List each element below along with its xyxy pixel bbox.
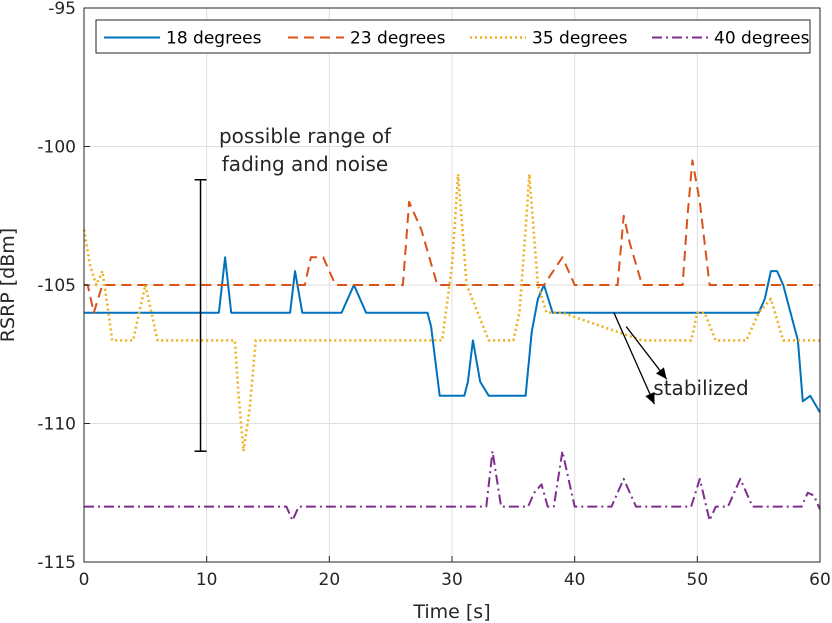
annotations: possible range of fading and noise stabi… <box>194 124 749 452</box>
x-tick-label: 50 <box>687 570 709 590</box>
y-tick-label: -95 <box>48 0 76 19</box>
x-tick-label: 30 <box>441 570 463 590</box>
y-axis-title: RSRP [dBm] <box>0 228 19 342</box>
y-tick-label: -110 <box>37 415 76 435</box>
x-tick-label: 40 <box>564 570 586 590</box>
x-tick-label: 60 <box>809 570 831 590</box>
series-group <box>82 159 821 522</box>
stabilized-arrow-shaft <box>625 326 668 380</box>
y-tick-label: -100 <box>37 138 76 158</box>
series-line-40-degrees <box>84 450 821 522</box>
legend-label: 35 degrees <box>532 29 628 49</box>
stabilized-arrow-head <box>645 392 655 405</box>
x-tick-label: 20 <box>319 570 341 590</box>
x-axis-title: Time [s] <box>412 601 490 623</box>
y-axis: -115 -110 -105 -100 -95 <box>37 0 90 573</box>
legend: 18 degrees 23 degrees 35 degrees 40 degrees <box>95 19 811 54</box>
x-tick-label: 0 <box>79 570 90 590</box>
y-tick-label: -105 <box>37 276 76 296</box>
series-line-23-degrees <box>84 159 820 314</box>
range-annotation-line2: fading and noise <box>222 152 388 176</box>
legend-label: 40 degrees <box>714 29 810 49</box>
legend-label: 23 degrees <box>350 29 446 49</box>
legend-box <box>95 19 811 54</box>
x-tick-label: 10 <box>196 570 218 590</box>
stabilized-arrow-head <box>655 367 667 380</box>
x-axis: 0 10 20 30 40 50 60 <box>79 556 831 590</box>
series-line-18-degrees <box>84 256 821 413</box>
y-tick-label: -115 <box>37 553 76 573</box>
stabilized-arrows <box>613 312 668 405</box>
series-line-35-degrees <box>82 172 820 453</box>
stabilized-arrow-shaft <box>613 312 655 405</box>
range-annotation-line1: possible range of <box>219 124 392 148</box>
stabilized-annotation: stabilized <box>653 376 748 400</box>
legend-label: 18 degrees <box>166 29 262 49</box>
